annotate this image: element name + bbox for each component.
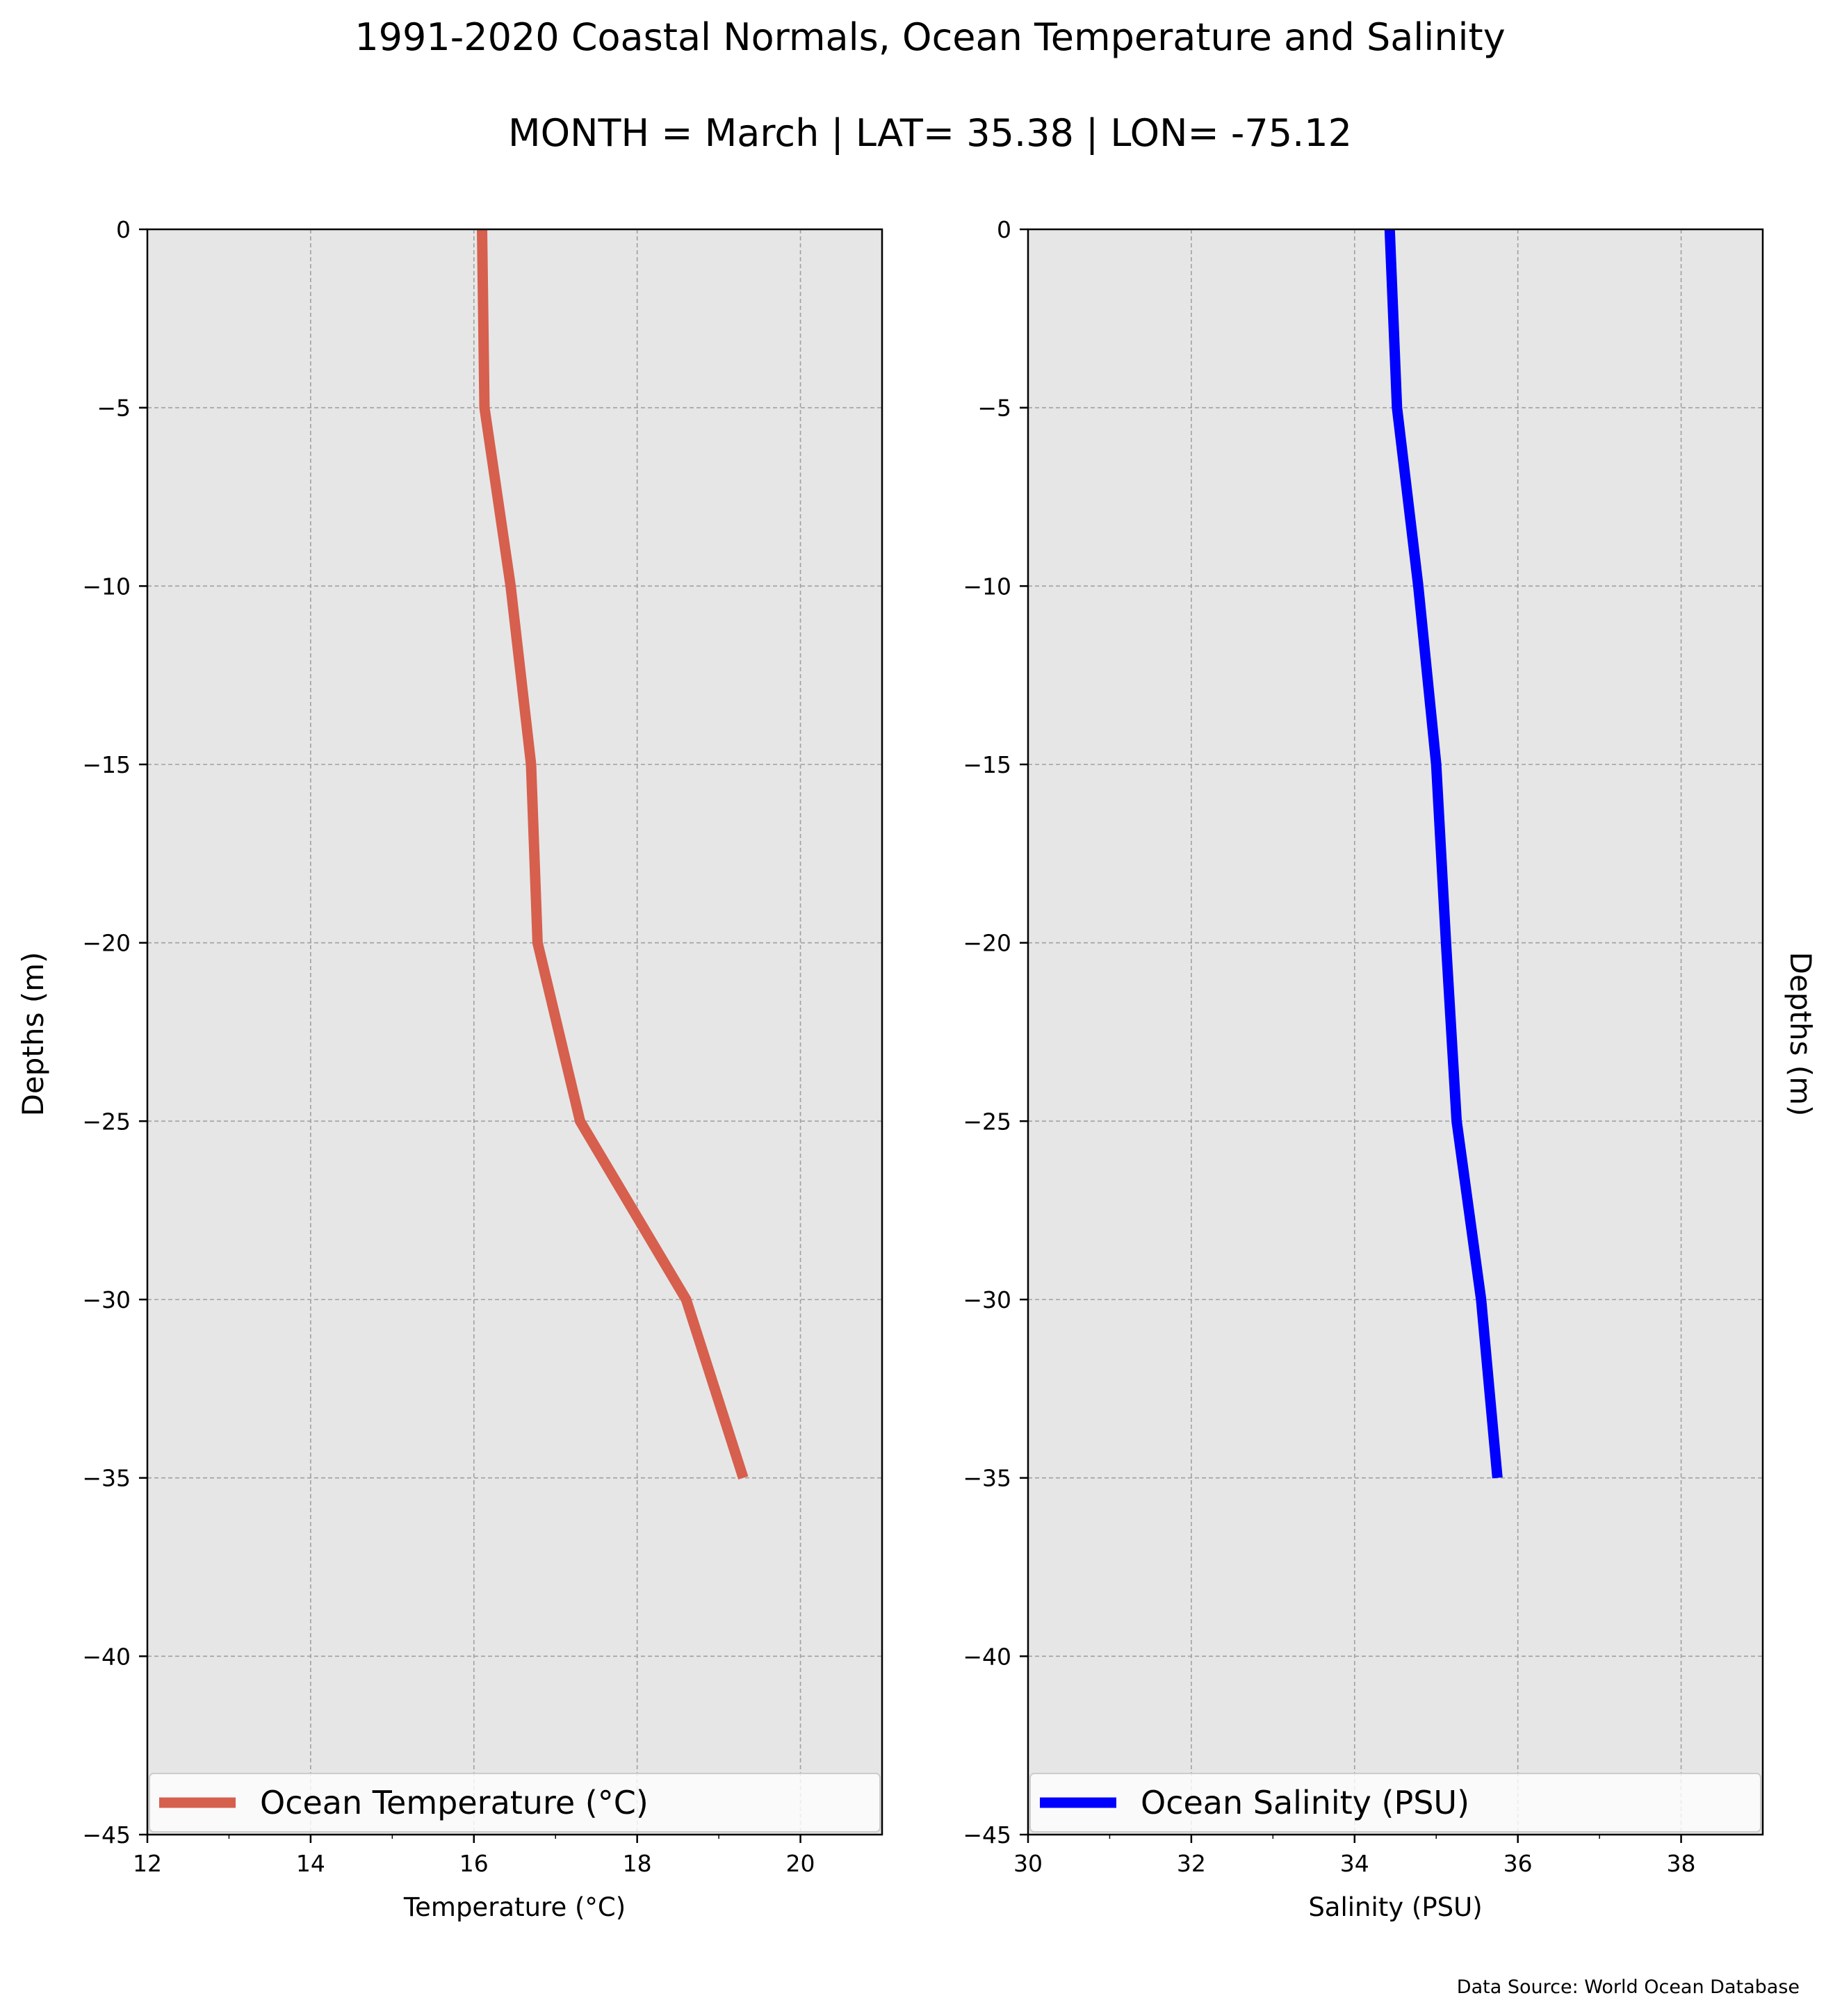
plot-area: [1028, 229, 1763, 1835]
y-tick-label: −20: [963, 930, 1011, 957]
x-tick-label: 34: [1340, 1850, 1369, 1877]
y-tick-label: −40: [963, 1643, 1011, 1670]
legend-label: Ocean Temperature (°C): [260, 1784, 649, 1821]
y-tick-label: −20: [82, 930, 131, 957]
y-tick-label: −45: [963, 1821, 1011, 1849]
legend: Ocean Salinity (PSU): [1029, 1773, 1761, 1833]
plot-area: [147, 229, 882, 1835]
y-tick-label: −10: [963, 573, 1011, 600]
series-line: [1384, 229, 1503, 1479]
y-tick-label: −30: [963, 1286, 1011, 1313]
y-tick-label: −40: [82, 1643, 131, 1670]
y-axis-label-right: Depths (m): [1784, 952, 1818, 1117]
x-tick-label: 20: [786, 1850, 815, 1877]
x-tick-label: 36: [1503, 1850, 1533, 1877]
plot-frame: [146, 228, 883, 1836]
x-axis-label: Salinity (PSU): [1308, 1892, 1482, 1922]
chart-title: 1991-2020 Coastal Normals, Ocean Tempera…: [354, 15, 1505, 59]
legend-box: [1029, 1773, 1761, 1833]
chart-subtitle: MONTH = March | LAT= 35.38 | LON= -75.12: [508, 111, 1352, 155]
data-source-note: Data Source: World Ocean Database: [1457, 1976, 1800, 1998]
y-tick-label: −25: [82, 1108, 131, 1135]
y-tick-label: −30: [82, 1286, 131, 1313]
y-axis-label-left: Depths (m): [16, 952, 50, 1117]
y-tick-label: −45: [82, 1821, 131, 1849]
legend-label: Ocean Salinity (PSU): [1141, 1784, 1469, 1821]
y-tick-label: −5: [97, 395, 131, 422]
temperature-panel: Ocean Temperature (°C) 12 14 16 18 20 0 −5 −10 −1…: [82, 216, 883, 1922]
x-tick-label: 12: [133, 1850, 162, 1877]
plot-frame: [1027, 228, 1764, 1836]
x-tick-label: 32: [1177, 1850, 1206, 1877]
series-line: [477, 229, 749, 1480]
y-tick-label: −15: [963, 751, 1011, 778]
x-tick-label: 16: [459, 1850, 489, 1877]
x-tick-label: 14: [296, 1850, 325, 1877]
legend-box: [149, 1773, 881, 1833]
y-tick-label: −35: [82, 1465, 131, 1492]
y-tick-label: −25: [963, 1108, 1011, 1135]
y-tick-label: 0: [116, 216, 131, 243]
x-tick-label: 38: [1667, 1850, 1696, 1877]
y-tick-label: 0: [997, 216, 1011, 243]
x-tick-label: 18: [623, 1850, 652, 1877]
x-axis-label: Temperature (°C): [403, 1892, 626, 1922]
legend: Ocean Temperature (°C): [149, 1773, 881, 1833]
x-tick-label: 30: [1013, 1850, 1043, 1877]
y-tick-label: −15: [82, 751, 131, 778]
y-tick-label: −5: [977, 395, 1011, 422]
salinity-panel: Ocean Salinity (PSU) 30 32 34 36 38 0 −5 −10 −15 −…: [963, 216, 1764, 1922]
y-tick-label: −35: [963, 1465, 1011, 1492]
y-tick-label: −10: [82, 573, 131, 600]
